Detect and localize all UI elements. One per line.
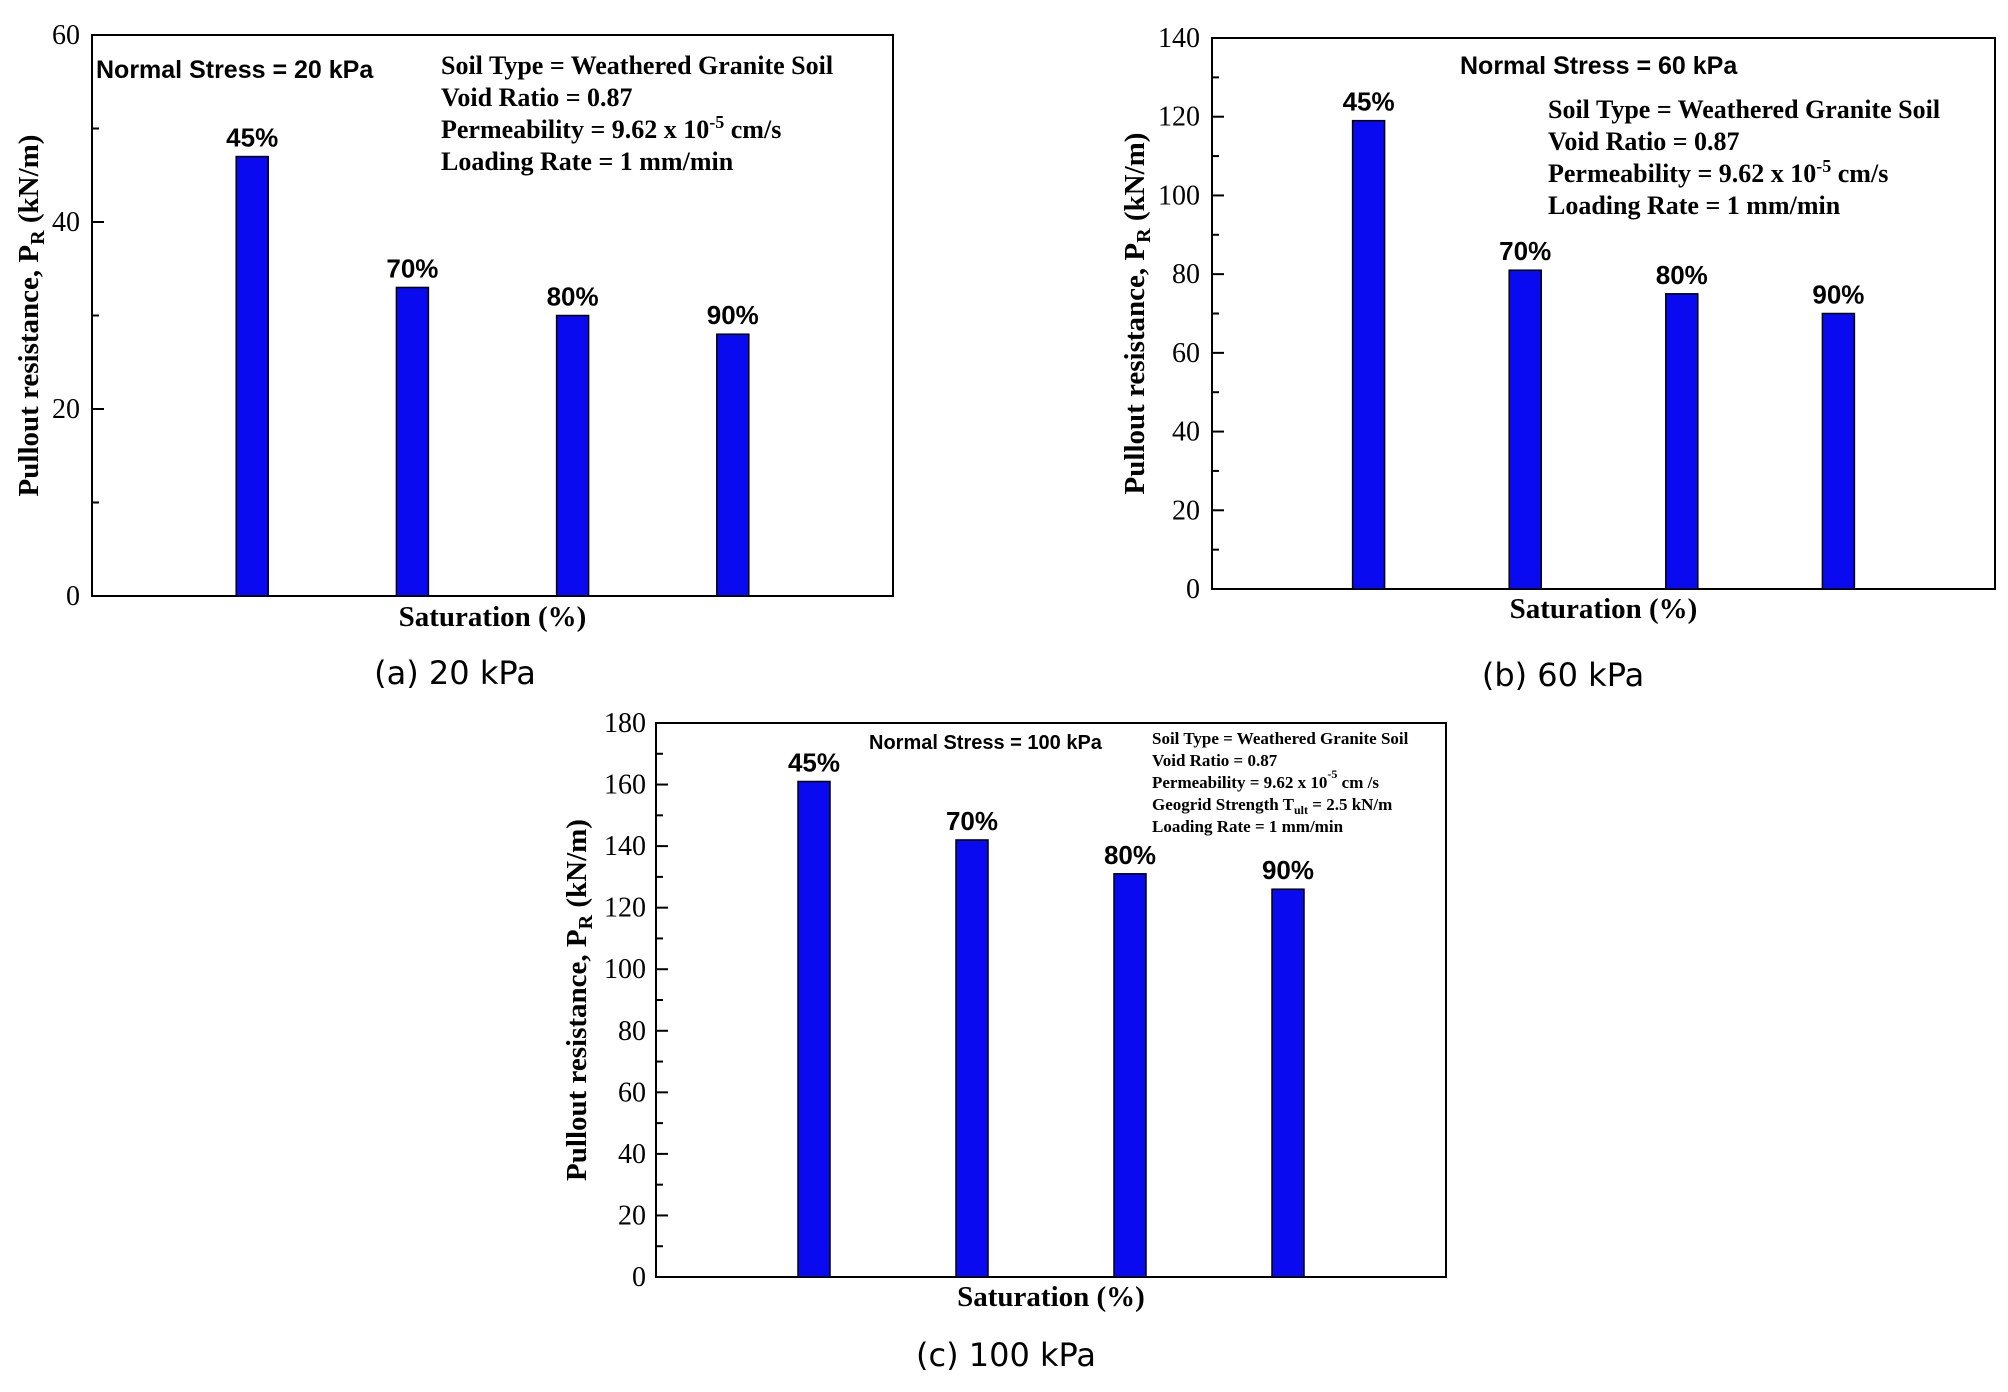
bar-45pct (797, 780, 831, 1278)
bar-80pct (1113, 873, 1147, 1278)
bar-90pct (1271, 888, 1305, 1278)
chart-20kpa: 0 20 40 60 45% 70% 80% 90% Saturation (%) Pullout… (13, 20, 894, 692)
info-note-line: Loading Rate = 1 mm/min (1152, 817, 1344, 836)
bar-label: 90% (707, 300, 759, 330)
x-axis-title: Saturation (%) (957, 1281, 1145, 1313)
info-note-line: Soil Type = Weathered Granite Soil (441, 51, 833, 80)
bar-label: 45% (226, 123, 278, 153)
info-note-line: Soil Type = Weathered Granite Soil (1152, 729, 1409, 748)
bar-label: 90% (1262, 855, 1314, 885)
info-note-line: Geogrid Strength Tult = 2.5 kN/m (1152, 795, 1392, 817)
bar-label: 80% (1656, 260, 1708, 290)
y-axis-title: Pullout resistance, PR (kN/m) (1119, 133, 1155, 495)
bar-70pct (955, 839, 989, 1278)
y-tick-label: 160 (604, 770, 646, 801)
bar-80pct (1665, 293, 1699, 590)
y-tick-label: 180 (604, 708, 646, 739)
y-tick-label: 20 (618, 1200, 646, 1231)
y-tick-label: 0 (632, 1262, 646, 1293)
bar-90pct (716, 333, 750, 597)
bar-45pct (1351, 119, 1386, 590)
info-note-line: Void Ratio = 0.87 (1548, 127, 1740, 156)
y-tick-label: 20 (52, 394, 80, 425)
bar-label: 45% (1343, 87, 1395, 117)
info-note-line: Soil Type = Weathered Granite Soil (1548, 95, 1940, 124)
bar-70pct (395, 286, 430, 597)
info-note-line: Void Ratio = 0.87 (441, 83, 633, 112)
y-tick-label: 140 (1158, 23, 1200, 54)
y-tick-label: 0 (1186, 574, 1200, 605)
y-tick-label: 20 (1172, 495, 1200, 526)
x-axis-title: Saturation (%) (1510, 593, 1698, 625)
y-tick-label: 120 (1158, 102, 1200, 133)
info-note-line: Void Ratio = 0.87 (1152, 751, 1278, 770)
bar-label: 80% (547, 282, 599, 312)
chart-100kpa: 0 20 40 60 80 100 120 140 160 180 45% 70% 80% 90% Satu… (561, 708, 1447, 1374)
bar-45pct (235, 155, 269, 597)
y-tick-label: 60 (1172, 338, 1200, 369)
panel-caption: (a) 20 kPa (374, 654, 536, 692)
y-axis-title: Pullout resistance, PR (kN/m) (13, 135, 49, 497)
bar-80pct (555, 314, 590, 597)
info-note-line: Loading Rate = 1 mm/min (1548, 191, 1841, 220)
y-tick-label: 120 (604, 893, 646, 924)
bar-label: 90% (1812, 280, 1864, 310)
info-note-line: Permeability = 9.62 x 10-5 cm/s (441, 112, 781, 144)
bar-90pct (1821, 312, 1856, 590)
bar-label: 70% (946, 806, 998, 836)
bar-label: 80% (1104, 840, 1156, 870)
chart-60kpa: 0 20 40 60 80 100 120 140 45% 70% 80% 90% Saturation… (1119, 23, 1996, 694)
info-note-line: Loading Rate = 1 mm/min (441, 147, 734, 176)
y-tick-label: 0 (66, 581, 80, 612)
bar-label: 45% (788, 747, 840, 777)
x-axis-title: Saturation (%) (399, 601, 587, 633)
y-tick-label: 40 (1172, 417, 1200, 448)
bar-label: 70% (386, 253, 438, 283)
y-tick-label: 100 (604, 954, 646, 985)
normal-stress-note: Normal Stress = 20 kPa (96, 56, 374, 84)
y-tick-label: 140 (604, 831, 646, 862)
info-note-line: Permeability = 9.62 x 10-5 cm /s (1152, 767, 1379, 792)
y-tick-label: 60 (618, 1077, 646, 1108)
y-tick-label: 60 (52, 20, 80, 51)
bar-70pct (1508, 269, 1542, 590)
y-tick-label: 40 (618, 1139, 646, 1170)
y-tick-label: 80 (618, 1016, 646, 1047)
panel-caption: (c) 100 kPa (916, 1336, 1096, 1374)
normal-stress-note: Normal Stress = 100 kPa (869, 732, 1103, 754)
y-axis-title: Pullout resistance, PR (kN/m) (561, 819, 597, 1181)
normal-stress-note: Normal Stress = 60 kPa (1460, 52, 1738, 80)
y-tick-label: 40 (52, 207, 80, 238)
panel-caption: (b) 60 kPa (1482, 656, 1644, 694)
bar-label: 70% (1499, 236, 1551, 266)
y-tick-label: 80 (1172, 259, 1200, 290)
info-note-line: Permeability = 9.62 x 10-5 cm/s (1548, 156, 1888, 188)
y-tick-label: 100 (1158, 180, 1200, 211)
